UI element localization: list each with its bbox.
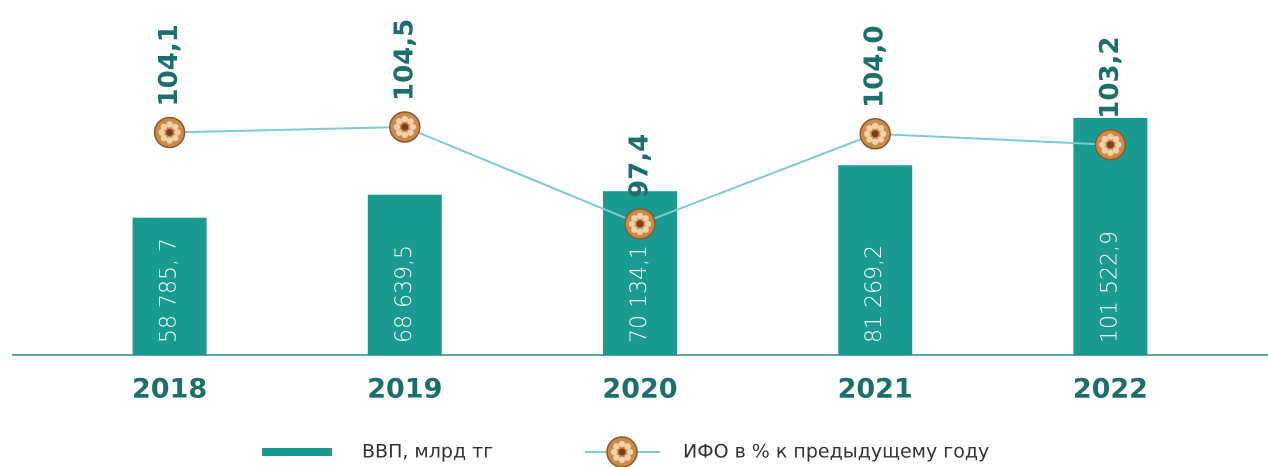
line-marker [624,208,656,240]
x-tick-label: 2019 [367,374,442,405]
legend-label: ВВП, млрд тг [362,441,493,463]
marker-petal [880,130,887,138]
marker-petal [1112,147,1120,154]
line-value-label: 97,4 [625,134,655,198]
marker-petal [158,129,165,136]
marker-petal [636,212,644,220]
marker-petal [409,123,416,131]
bar-value-label: 81 269,2 [862,245,887,343]
marker-petal [401,131,408,139]
marker-petal [872,122,879,130]
line-marker [1094,128,1127,161]
line-marker [859,118,891,150]
marker-petal [174,129,181,136]
marker-petal [172,134,179,142]
marker-petal [613,443,620,450]
marker-petal [407,129,414,136]
marker-petal [166,137,173,144]
marker-petal [1107,149,1114,156]
bar-value-label: 58 785, 7 [157,238,182,343]
marker-petal [613,454,620,461]
x-tick-label: 2020 [602,374,677,405]
marker-petal [626,448,634,456]
bar-value-label: 68 639,5 [392,245,417,343]
marker-petal [642,215,649,222]
bar [367,194,442,355]
marker-petal [1101,135,1108,143]
marker-petal [1115,141,1122,148]
marker-petal [166,121,173,128]
marker-center [166,128,174,136]
bar [838,165,913,355]
marker-petal [628,220,636,228]
marker-petal [618,456,626,464]
marker-center [871,130,879,138]
bar-value-label: 70 134,1 [627,245,652,343]
line-marker [389,111,421,143]
marker-petal [395,118,403,125]
marker-petal [872,138,879,146]
marker-petal [631,226,638,233]
marker-petal [1107,133,1114,140]
line-value-label: 104,5 [389,19,419,101]
legend-label: ИФО в % к предыдущему году [683,441,989,463]
marker-petal [1112,135,1120,143]
marker-petal [393,123,400,131]
x-tick-label: 2022 [1073,374,1148,405]
marker-petal [864,130,871,138]
marker-petal [1099,141,1106,148]
legend-marker [606,436,638,467]
marker-petal [160,134,168,142]
marker-petal [642,226,649,233]
marker-petal [395,129,403,136]
legend-swatch [262,448,332,456]
marker-petal [610,448,618,456]
marker-center [618,448,626,456]
marker-center [636,220,644,228]
marker-petal [618,440,626,448]
marker-center [1106,141,1114,149]
marker-petal [866,136,873,143]
marker-petal [1101,147,1108,154]
x-tick-label: 2021 [838,374,913,405]
marker-petal [631,215,638,222]
marker-petal [644,220,652,228]
marker-petal [877,136,885,143]
marker-petal [160,123,168,130]
marker-petal [624,443,631,450]
line-value-label: 103,2 [1095,36,1125,118]
marker-petal [172,123,179,130]
marker-center [401,123,409,131]
line-value-label: 104,1 [154,24,184,106]
marker-petal [624,454,631,461]
x-tick-label: 2018 [132,374,207,405]
bar-value-label: 101 522,9 [1097,231,1122,343]
marker-petal [866,124,873,132]
marker-petal [877,124,885,132]
line-value-label: 104,0 [860,26,890,108]
marker-petal [407,118,414,125]
marker-petal [636,228,644,236]
marker-petal [401,115,408,123]
line-marker [153,116,186,149]
bar [132,217,207,355]
